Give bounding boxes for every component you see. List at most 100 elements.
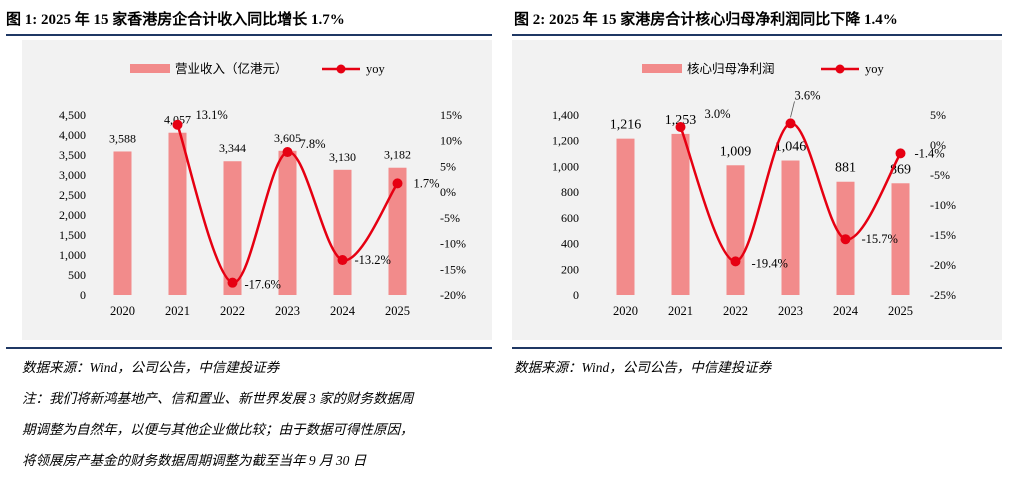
fig2-legend-line-label: yoy xyxy=(865,62,885,76)
fig2-right-tick-label: -5% xyxy=(930,168,950,182)
fig2-right-tick-label: -15% xyxy=(930,228,956,242)
figure-2-chart-area xyxy=(512,40,1002,340)
fig2-yoy-point-2022 xyxy=(730,256,741,267)
fig1-bar-value-label: 3,588 xyxy=(109,131,136,145)
fig2-legend-line-marker xyxy=(835,64,845,74)
fig1-bar-2021 xyxy=(168,132,187,295)
fig2-right-tick-label: -10% xyxy=(930,198,956,212)
fig2-bar-2022 xyxy=(726,165,745,295)
fig2-bar-2021 xyxy=(671,133,690,295)
fig1-x-tick-label: 2021 xyxy=(165,304,190,318)
figure-2-title: 图 2: 2025 年 15 家港房合计核心归母净利润同比下降 1.4% xyxy=(514,12,898,28)
fig1-legend-line-label: yoy xyxy=(366,62,386,76)
fig2-right-tick-label: -25% xyxy=(930,288,956,302)
fig1-x-tick-label: 2022 xyxy=(220,304,245,318)
fig2-left-tick-label: 800 xyxy=(561,185,579,199)
fig2-x-tick-label: 2024 xyxy=(833,304,859,318)
fig2-yoy-value-label: 3.0% xyxy=(705,107,731,121)
figure-2-bottom-rule xyxy=(512,347,1002,349)
fig1-yoy-value-label: 1.7% xyxy=(414,176,440,190)
fig2-left-tick-label: 1,400 xyxy=(552,108,579,122)
figure-1-chart-area xyxy=(22,40,492,340)
fig1-bar-value-label: 3,605 xyxy=(274,131,301,145)
fig1-left-tick-label: 2,000 xyxy=(59,208,86,222)
fig2-left-tick-label: 400 xyxy=(561,237,579,251)
fig1-x-tick-label: 2020 xyxy=(110,304,135,318)
fig1-right-tick-label: 5% xyxy=(440,159,456,173)
fig1-bar-value-label: 4,057 xyxy=(164,113,191,127)
fig1-legend-bar-swatch xyxy=(130,64,170,73)
fig2-x-tick-label: 2020 xyxy=(613,304,638,318)
fig2-yoy-value-label: -19.4% xyxy=(752,256,788,270)
figure-1-title-rule xyxy=(6,34,492,36)
fig1-yoy-point-2025 xyxy=(392,178,403,189)
fig1-left-tick-label: 4,500 xyxy=(59,108,86,122)
fig2-yoy-value-label: 3.6% xyxy=(795,88,821,102)
fig1-right-tick-label: -20% xyxy=(440,288,466,302)
fig2-legend-bar-swatch xyxy=(642,64,682,73)
fig1-left-tick-label: 500 xyxy=(68,268,86,282)
fig2-bar-2025 xyxy=(891,183,910,295)
fig2-left-tick-label: 0 xyxy=(573,288,579,302)
fig2-x-tick-label: 2023 xyxy=(778,304,803,318)
fig1-yoy-value-label: 7.8% xyxy=(300,137,326,151)
fig1-right-tick-label: -5% xyxy=(440,211,460,225)
figure-1-note-line-1: 注：我们将新鸿基地产、信和置业、新世界发展 3 家的财务数据周 xyxy=(22,391,414,406)
fig1-bar-2023 xyxy=(278,150,297,295)
fig1-right-tick-label: -10% xyxy=(440,237,466,251)
fig2-yoy-point-2023 xyxy=(785,118,796,129)
fig1-x-tick-label: 2023 xyxy=(275,304,300,318)
fig1-right-tick-label: -15% xyxy=(440,262,466,276)
fig2-x-tick-label: 2022 xyxy=(723,304,748,318)
fig2-right-tick-label: -20% xyxy=(930,258,956,272)
fig2-yoy-point-2025 xyxy=(895,148,906,159)
fig1-yoy-value-label: 13.1% xyxy=(196,108,228,122)
figure-1-chart: 营业收入（亿港元） yoy 4,500 4,000 3,500 3,000 2,500 2,0… xyxy=(59,61,466,318)
fig1-left-tick-label: 4,000 xyxy=(59,128,86,142)
fig1-right-tick-label: 15% xyxy=(440,108,462,122)
fig1-yoy-value-label: -17.6% xyxy=(245,278,281,292)
fig1-bar-2024 xyxy=(333,169,352,295)
fig2-legend-bar-label: 核心归母净利润 xyxy=(687,62,775,76)
fig1-left-tick-label: 2,500 xyxy=(59,188,86,202)
fig2-yoy-point-2021 xyxy=(675,122,686,132)
fig2-x-tick-label: 2025 xyxy=(888,304,913,318)
fig1-right-tick-label: 0% xyxy=(440,185,456,199)
fig2-left-tick-label: 200 xyxy=(561,262,579,276)
figure-2-title-rule xyxy=(512,34,1002,36)
fig2-right-tick-label: 0% xyxy=(930,138,946,152)
fig1-left-tick-label: 1,500 xyxy=(59,228,86,242)
figure-1-source: 数据来源：Wind，公司公告，中信建投证券 xyxy=(22,360,280,375)
fig2-bar-2020 xyxy=(616,138,635,295)
figure-2-source: 数据来源：Wind，公司公告，中信建投证券 xyxy=(514,360,772,375)
fig2-yoy-point-2024 xyxy=(840,234,851,245)
figure-1-title: 图 1: 2025 年 15 家香港房企合计收入同比增长 1.7% xyxy=(6,12,345,28)
fig1-bar-2020 xyxy=(113,151,132,295)
fig2-bar-value-label: 881 xyxy=(835,161,856,176)
fig1-left-tick-label: 3,500 xyxy=(59,148,86,162)
fig2-yoy-label-leader xyxy=(790,101,795,118)
fig1-yoy-point-2022 xyxy=(227,277,238,288)
fig1-legend-bar-label: 营业收入（亿港元） xyxy=(175,61,288,76)
fig1-left-tick-label: 0 xyxy=(80,288,86,302)
fig2-bar-value-label: 1,009 xyxy=(720,144,752,159)
fig1-left-tick-label: 3,000 xyxy=(59,168,86,182)
fig1-right-tick-label: 10% xyxy=(440,134,462,148)
fig2-x-tick-label: 2021 xyxy=(668,304,693,318)
fig1-x-tick-label: 2025 xyxy=(385,304,410,318)
fig1-legend-line-marker xyxy=(336,64,346,74)
fig2-bar-value-label: 1,253 xyxy=(665,113,697,128)
fig1-bar-value-label: 3,344 xyxy=(219,141,246,155)
fig1-bar-value-label: 3,130 xyxy=(329,150,356,164)
fig2-left-tick-label: 1,000 xyxy=(552,159,579,173)
fig2-left-tick-label: 600 xyxy=(561,211,579,225)
fig1-left-tick-label: 1,000 xyxy=(59,248,86,262)
fig1-yoy-value-label: -13.2% xyxy=(355,253,391,267)
figure-1-note-line-3: 将领展房产基金的财务数据周期调整为截至当年 9 月 30 日 xyxy=(22,453,367,468)
fig2-bar-value-label: 1,046 xyxy=(775,140,807,155)
fig1-yoy-point-2024 xyxy=(337,255,348,266)
fig1-bar-value-label: 3,182 xyxy=(384,148,411,162)
fig2-yoy-value-label: -1.4% xyxy=(915,146,945,160)
fig1-x-tick-label: 2024 xyxy=(330,304,356,318)
fig1-bar-2025 xyxy=(388,167,407,295)
